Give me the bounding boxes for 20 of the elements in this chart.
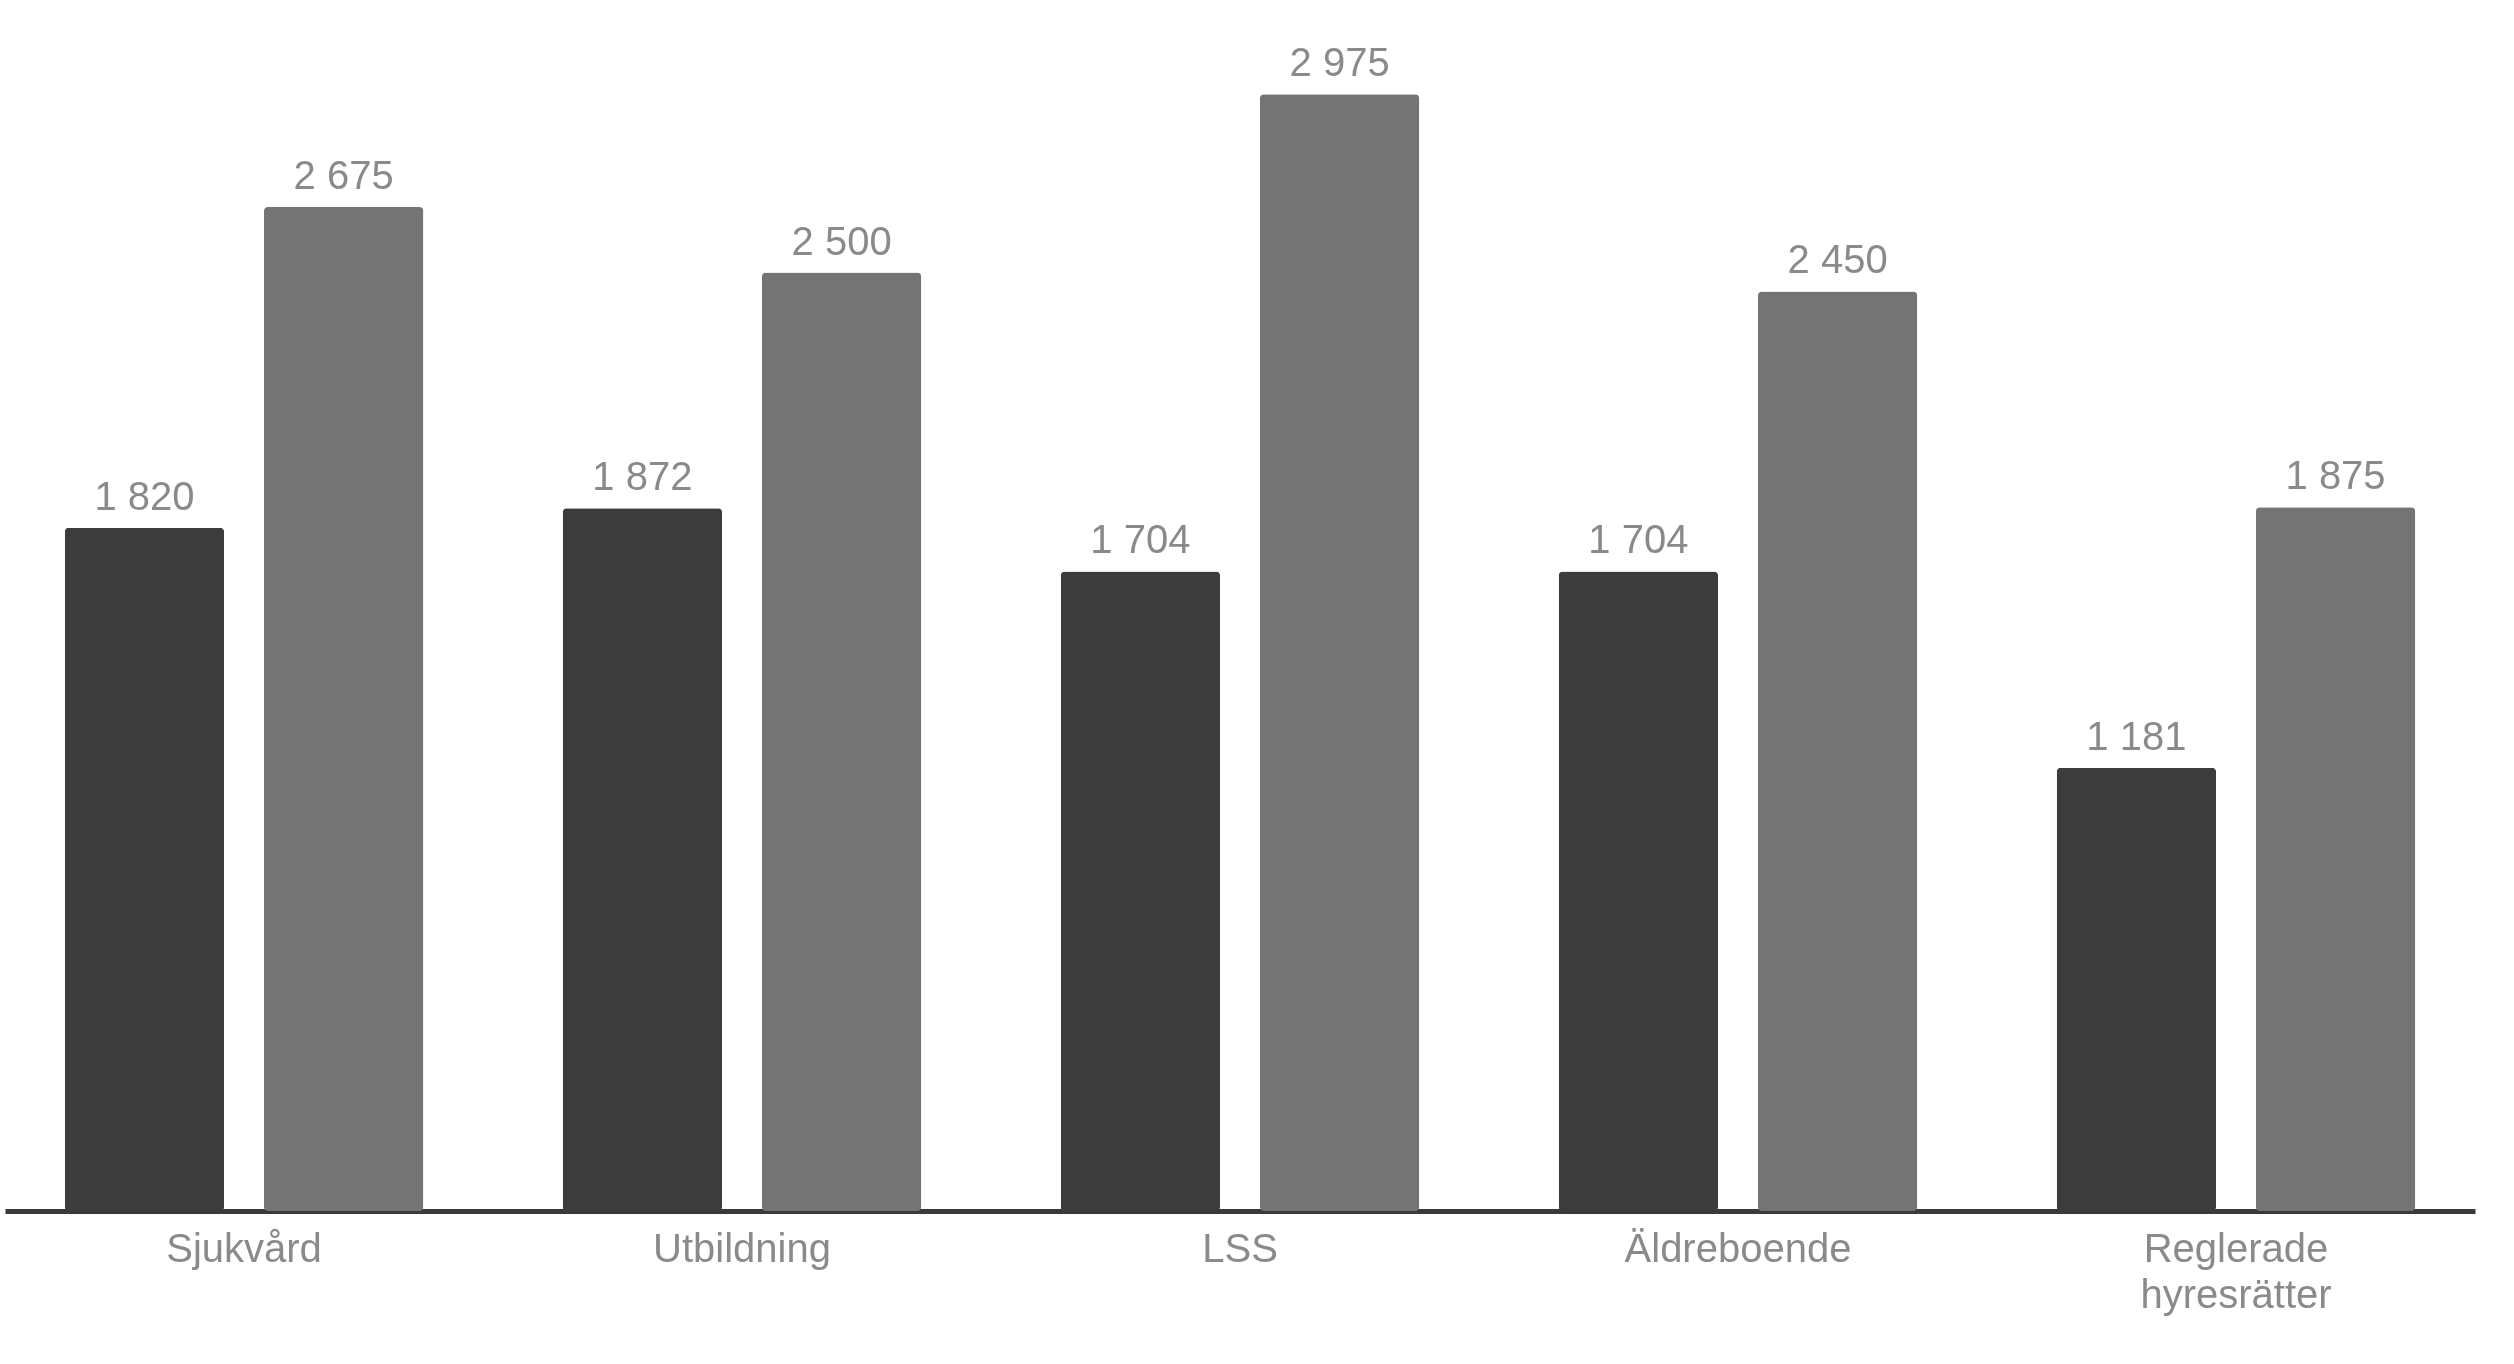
data-label: 2 675 [293, 152, 394, 197]
data-label: 1 872 [592, 454, 693, 499]
bar [263, 206, 424, 1211]
bar [1757, 291, 1918, 1211]
data-label: 1 704 [1090, 517, 1191, 562]
data-label: 1 820 [94, 473, 195, 518]
data-label: 1 181 [2086, 713, 2187, 758]
bar [761, 272, 922, 1211]
x-tick-label: LSS [1202, 1225, 1278, 1270]
x-tick-label: Utbildning [653, 1225, 831, 1270]
data-label: 1 875 [2285, 453, 2386, 498]
bar [1259, 94, 1420, 1211]
data-label: 2 975 [1289, 40, 1390, 85]
data-label: 1 704 [1588, 517, 1689, 562]
x-tick-label: Äldreboende [1624, 1225, 1852, 1270]
x-tick-label: Reglerade hyresrätter [2140, 1225, 2332, 1316]
data-label: 2 500 [791, 218, 892, 263]
data-label: 2 450 [1787, 237, 1888, 282]
x-tick-label: Sjukvård [166, 1225, 322, 1270]
bar [2255, 507, 2416, 1211]
